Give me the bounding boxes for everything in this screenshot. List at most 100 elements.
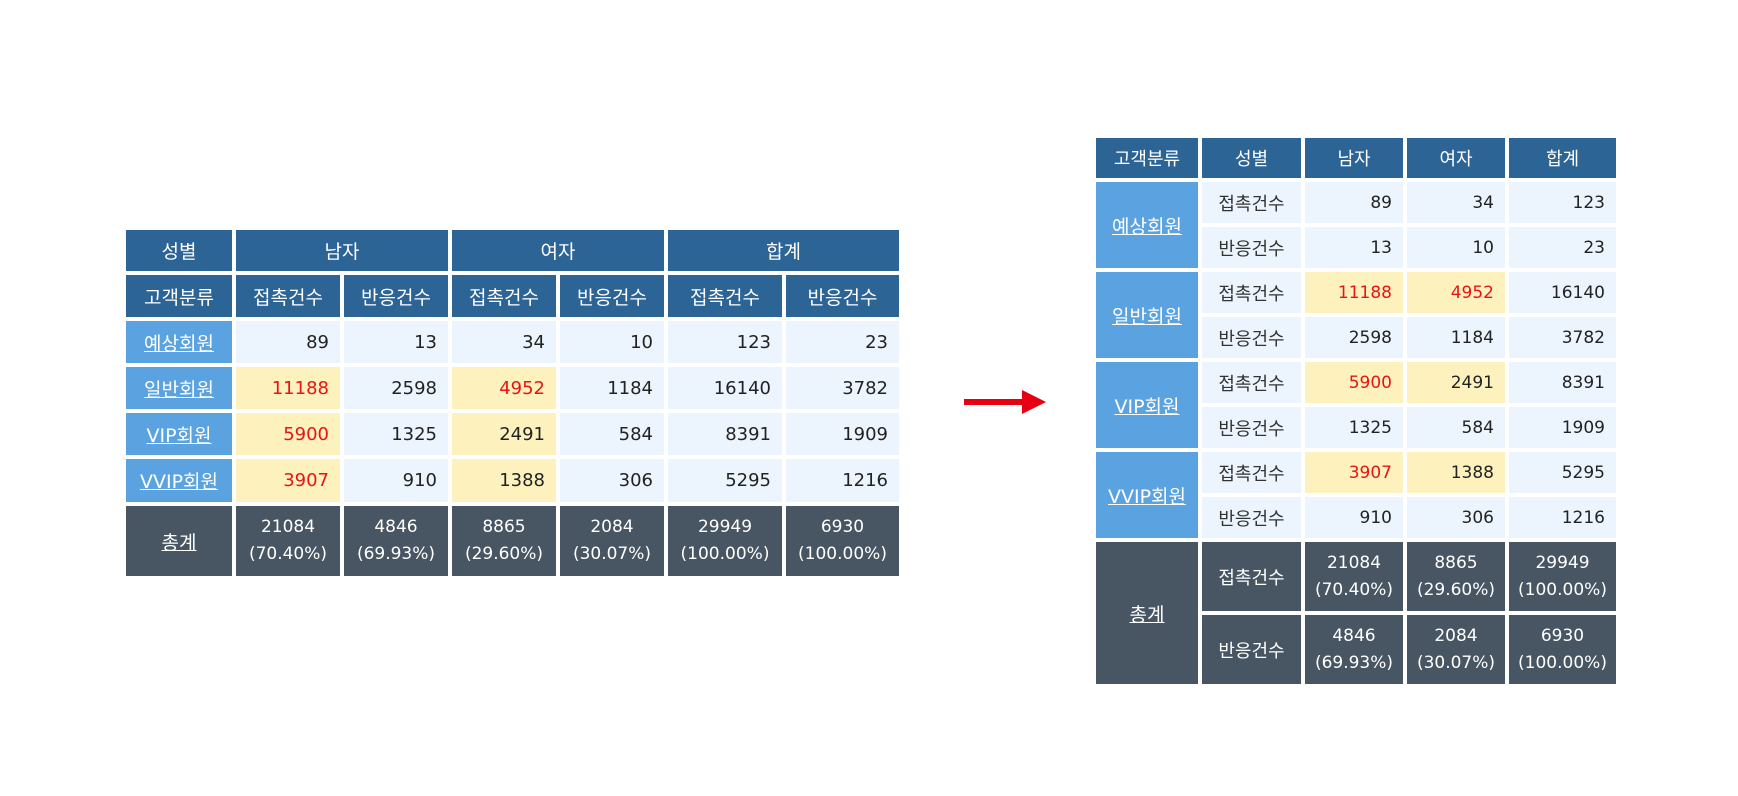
total-value: 21084 [1326,552,1382,573]
total-value: 4846 [374,517,418,537]
row-label-cell[interactable]: VIP회원 [126,413,232,455]
header-customer-class: 고객분류 [1096,138,1198,178]
highlighted-value-cell: 4952 [1407,272,1505,313]
value-cell: 16140 [668,367,782,409]
total-percent: (30.07%) [572,544,652,564]
value-cell: 584 [560,413,664,455]
total-link[interactable]: 총계 [161,531,197,554]
value-cell: 584 [1407,407,1505,448]
metric-label: 반응건수 [1202,615,1301,684]
total-percent: (70.40%) [1314,579,1394,600]
row-label-cell[interactable]: 예상회원 [1096,182,1198,268]
value-cell: 89 [1305,182,1403,223]
total-cell: 2084 (30.07%) [1407,615,1505,684]
metric-label: 반응건수 [1202,497,1301,538]
customer-class-link[interactable]: 예상회원 [1112,215,1182,238]
customer-class-link[interactable]: 예상회원 [144,332,214,355]
metric-label: 반응건수 [1202,317,1301,358]
header-female-response: 반응건수 [560,275,664,317]
total-row: 반응건수 4846 (69.93%) 2084 (30.07%) 6930 (100.… [1096,615,1616,684]
value-cell: 34 [452,321,556,363]
value-cell: 8391 [668,413,782,455]
row-label-cell[interactable]: VVIP회원 [1096,452,1198,538]
highlighted-value-cell: 5900 [1305,362,1403,403]
total-percent: (100.00%) [680,544,770,564]
row-label-cell[interactable]: 일반회원 [1096,272,1198,358]
value-cell: 23 [786,321,899,363]
customer-class-link[interactable]: VIP회원 [146,424,212,447]
total-row: 총계 접촉건수 21084 (70.40%) 8865 (29.60%) 29949… [1096,542,1616,684]
total-percent: (69.93%) [356,544,436,564]
table-row: VIP회원 접촉건수 5900 2491 8391 [1096,362,1616,448]
value-cell: 123 [1509,182,1616,223]
value-cell: 23 [1509,227,1616,268]
highlighted-value-cell: 1388 [1407,452,1505,493]
table-row: VVIP회원 3907 910 1388 306 5295 1216 [126,459,899,502]
row-label-cell[interactable]: 예상회원 [126,321,232,363]
total-value: 29949 [1535,552,1590,573]
table-row: VIP회원 5900 1325 2491 584 8391 1909 [126,413,899,455]
table-row: 반응건수 910 306 1216 [1096,497,1616,538]
total-cell: 29949 (100.00%) [668,506,782,576]
customer-class-link[interactable]: VIP회원 [1114,395,1180,418]
table-header-row-metric: 고객분류 접촉건수 반응건수 접촉건수 반응건수 접촉건수 반응건수 [126,275,899,317]
highlighted-value-cell: 3907 [236,459,340,502]
customer-class-link[interactable]: 일반회원 [1112,305,1182,328]
table-row: 예상회원 89 13 34 10 123 23 [126,321,899,363]
total-cell: 8865 (29.60%) [452,506,556,576]
table-tall-layout: 고객분류 성별 남자 여자 합계 예상회원 접촉건수 89 34 123 반응건… [1092,134,1620,688]
customer-class-link[interactable]: VVIP회원 [139,471,219,493]
total-label-cell[interactable]: 총계 [1096,542,1198,684]
value-cell: 1216 [1509,497,1616,538]
total-value: 8865 [482,517,526,537]
total-percent: (100.00%) [798,544,887,564]
header-total: 합계 [668,230,899,271]
value-cell: 89 [236,321,340,363]
header-total-contact: 접촉건수 [668,275,782,317]
arrow-head [1022,390,1046,414]
table-row: 반응건수 1325 584 1909 [1096,407,1616,448]
header-male: 남자 [236,230,448,271]
metric-label: 접촉건수 [1202,452,1301,493]
total-percent: (100.00%) [1518,652,1607,673]
value-cell: 34 [1407,182,1505,223]
total-link[interactable]: 총계 [1129,603,1165,626]
table-header-row: 고객분류 성별 남자 여자 합계 [1096,138,1616,178]
header-gender: 성별 [1202,138,1301,178]
total-value: 6930 [1540,625,1585,646]
table-row: 반응건수 13 10 23 [1096,227,1616,268]
total-cell: 21084 (70.40%) [236,506,340,576]
total-cell: 2084 (30.07%) [560,506,664,576]
metric-label: 반응건수 [1202,407,1301,448]
total-label-cell[interactable]: 총계 [126,506,232,576]
total-value: 6930 [820,517,865,537]
value-cell: 5295 [668,459,782,502]
row-label-cell[interactable]: VVIP회원 [126,459,232,502]
total-cell: 29949 (100.00%) [1509,542,1616,611]
header-customer-class: 고객분류 [126,275,232,317]
highlighted-value-cell: 1388 [452,459,556,502]
customer-class-link[interactable]: 일반회원 [144,378,214,401]
total-value: 21084 [260,517,316,537]
value-cell: 1909 [786,413,899,455]
highlighted-value-cell: 3907 [1305,452,1403,493]
value-cell: 2598 [344,367,448,409]
value-cell: 3782 [1509,317,1616,358]
total-value: 29949 [697,517,753,537]
header-total-response: 반응건수 [786,275,899,317]
total-cell: 6930 (100.00%) [1509,615,1616,684]
value-cell: 13 [1305,227,1403,268]
total-percent: (69.93%) [1314,652,1394,673]
total-row: 총계 21084 (70.40%) 4846 (69.93%) 8865 (29.60… [126,506,899,576]
total-value: 8865 [1434,552,1478,573]
value-cell: 2598 [1305,317,1403,358]
table-row: 반응건수 2598 1184 3782 [1096,317,1616,358]
highlighted-value-cell: 11188 [236,367,340,409]
row-label-cell[interactable]: 일반회원 [126,367,232,409]
value-cell: 13 [344,321,448,363]
table-wide-layout: 성별 남자 여자 합계 고객분류 접촉건수 반응건수 접촉건수 반응건수 접촉건… [122,226,903,580]
highlighted-value-cell: 2491 [452,413,556,455]
row-label-cell[interactable]: VIP회원 [1096,362,1198,448]
customer-class-link[interactable]: VVIP회원 [1107,485,1187,508]
